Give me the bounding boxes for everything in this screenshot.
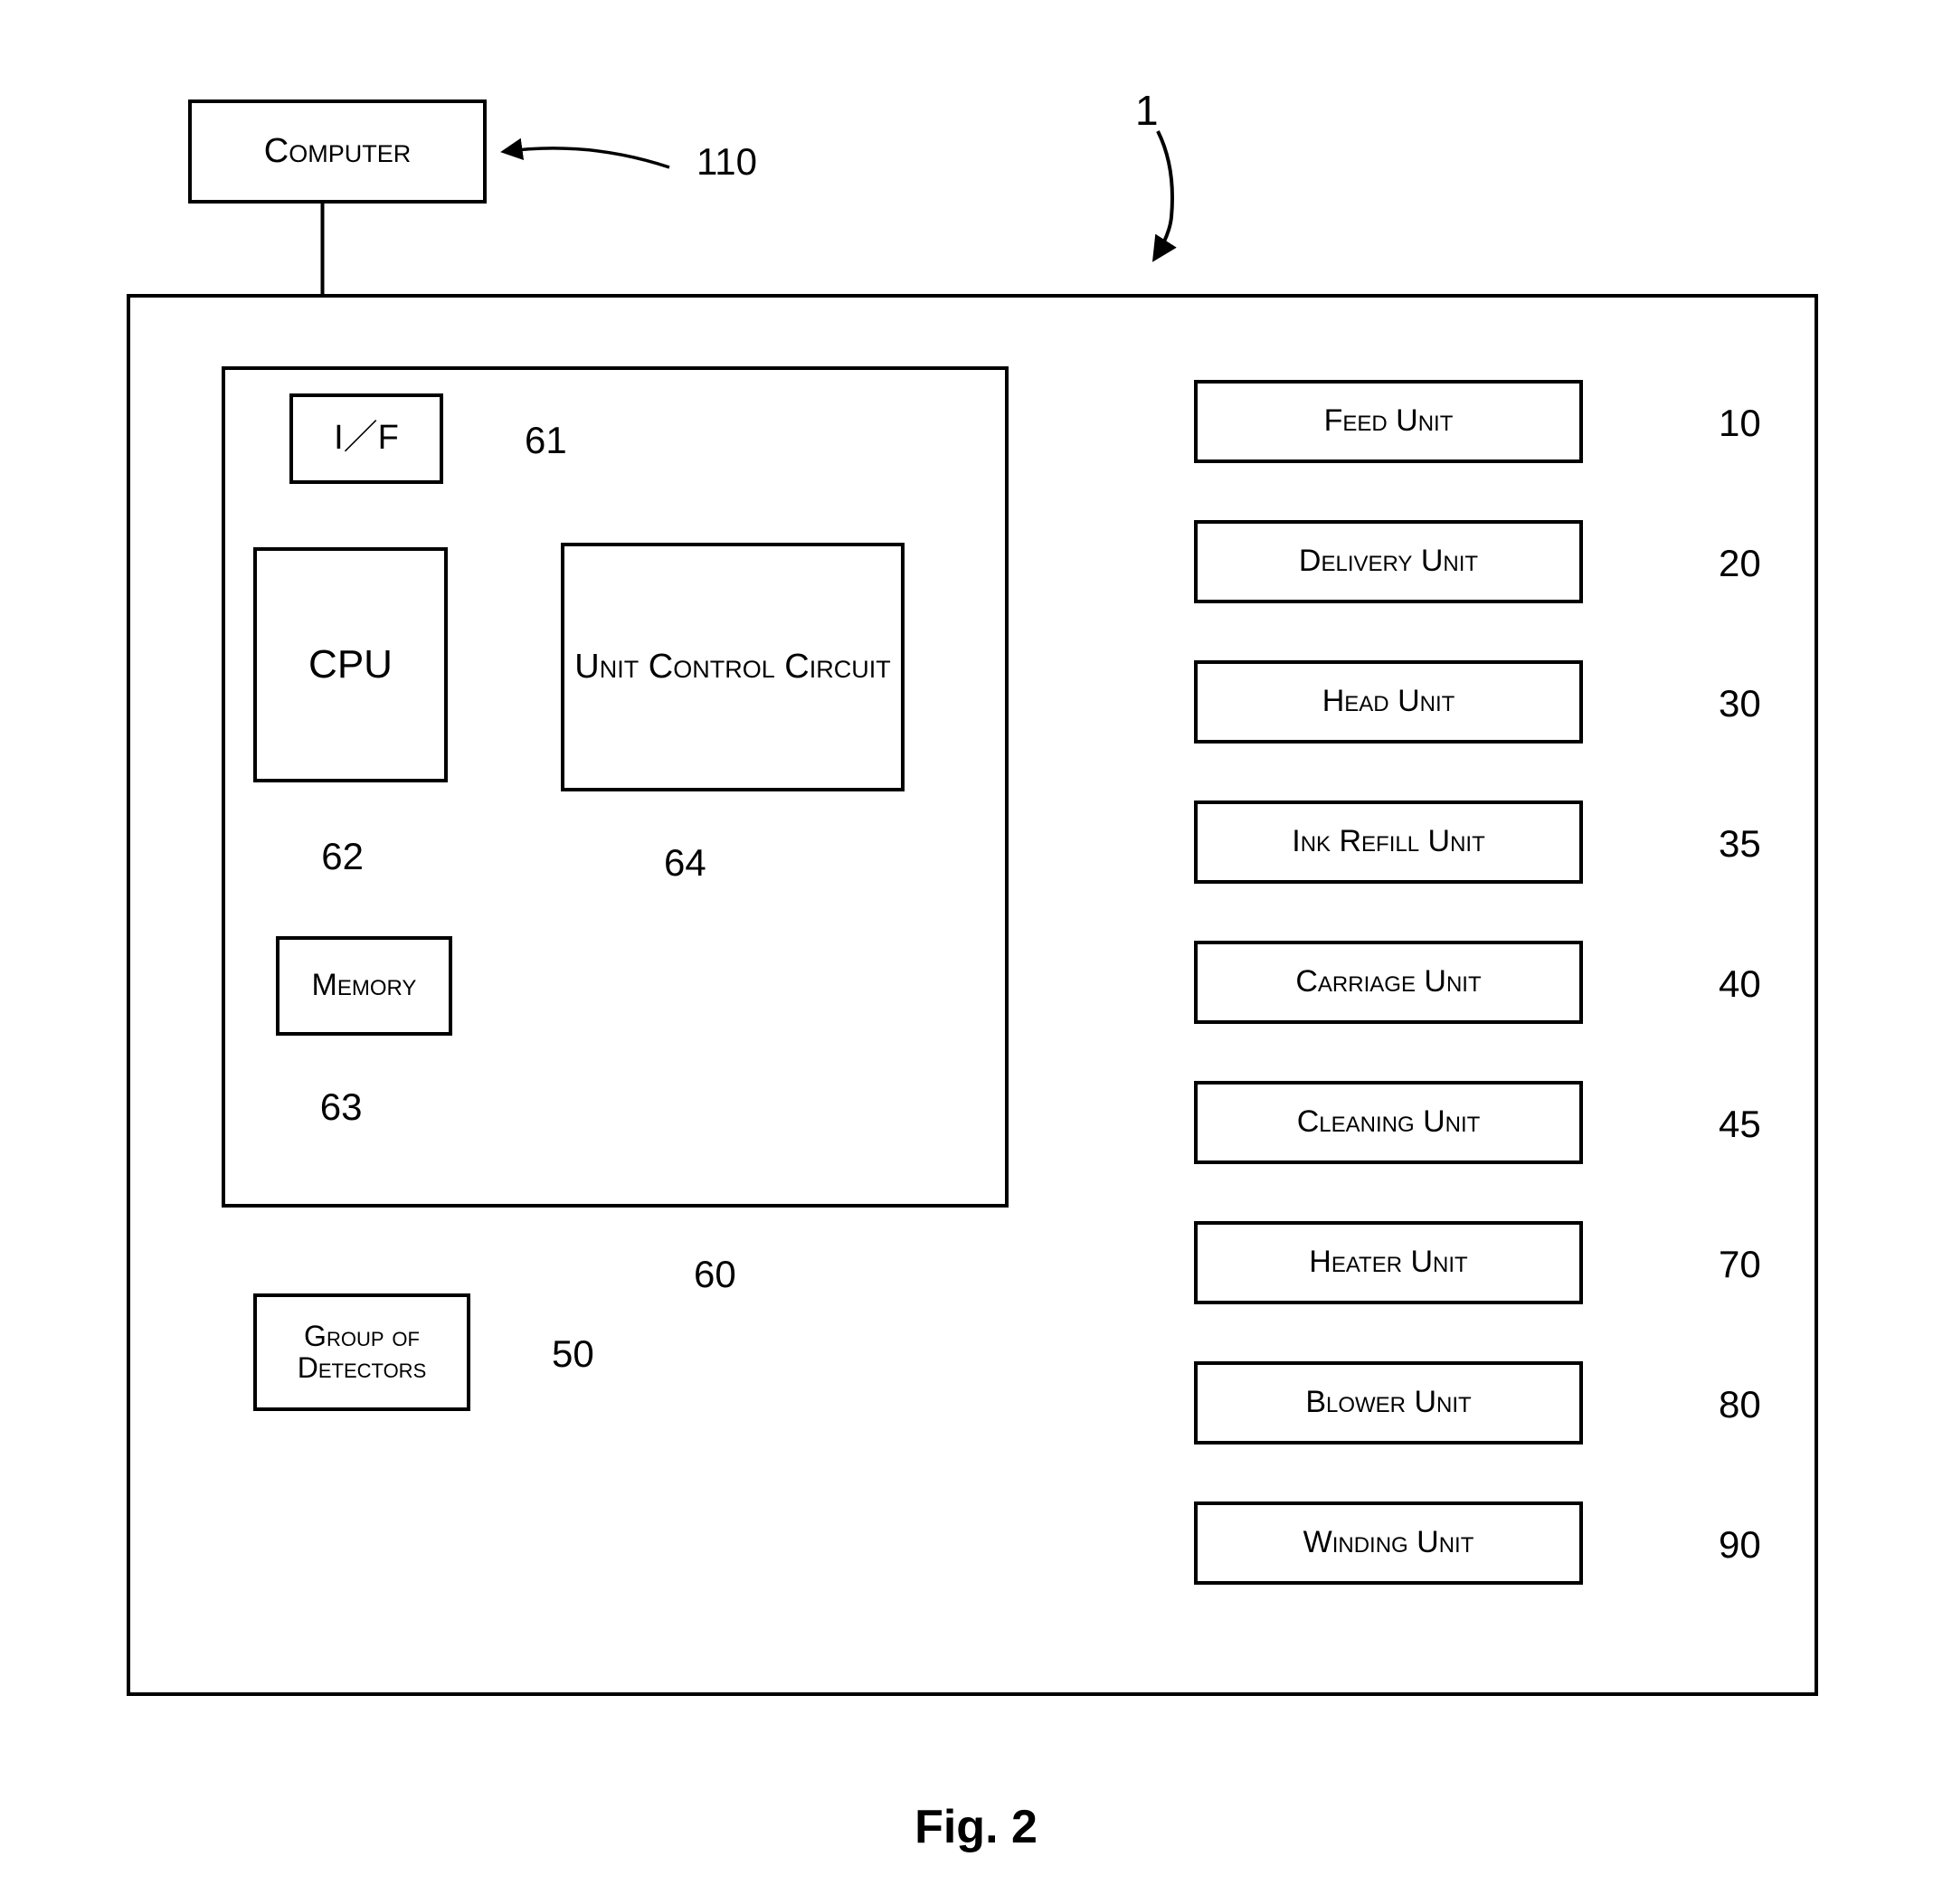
ref-50: 50 [552, 1332, 594, 1376]
ref-unit-5: 45 [1719, 1103, 1761, 1146]
ucc-box: Unit Control Circuit [561, 543, 905, 791]
figure-caption: Fig. 2 [0, 1800, 1952, 1854]
ref-64: 64 [664, 841, 706, 885]
ref-unit-1: 20 [1719, 542, 1761, 585]
ref-unit-6: 70 [1719, 1243, 1761, 1286]
ref-unit-8: 90 [1719, 1523, 1761, 1567]
detectors-box: Group of Detectors [253, 1293, 470, 1411]
leader-110 [505, 148, 669, 167]
computer-box: Computer [188, 99, 487, 204]
unit-box-5: Cleaning Unit [1194, 1081, 1583, 1164]
ref-unit-7: 80 [1719, 1383, 1761, 1426]
unit-box-8: Winding Unit [1194, 1501, 1583, 1585]
unit-box-0: Feed Unit [1194, 380, 1583, 463]
ref-unit-0: 10 [1719, 402, 1761, 445]
unit-box-2: Head Unit [1194, 660, 1583, 744]
ref-unit-2: 30 [1719, 682, 1761, 725]
ref-63: 63 [320, 1085, 363, 1129]
unit-box-1: Delivery Unit [1194, 520, 1583, 603]
cpu-box: CPU [253, 547, 448, 782]
ref-110: 110 [696, 140, 757, 184]
ref-60: 60 [694, 1253, 736, 1296]
memory-box: Memory [276, 936, 452, 1036]
ref-62: 62 [321, 835, 364, 878]
unit-box-4: Carriage Unit [1194, 941, 1583, 1024]
unit-box-7: Blower Unit [1194, 1361, 1583, 1445]
ref-unit-3: 35 [1719, 822, 1761, 866]
unit-box-3: Ink Refill Unit [1194, 800, 1583, 884]
ref-1: 1 [1135, 86, 1159, 135]
ref-61: 61 [525, 419, 567, 462]
if-box: I／F [289, 393, 443, 484]
unit-box-6: Heater Unit [1194, 1221, 1583, 1304]
ref-unit-4: 40 [1719, 962, 1761, 1006]
